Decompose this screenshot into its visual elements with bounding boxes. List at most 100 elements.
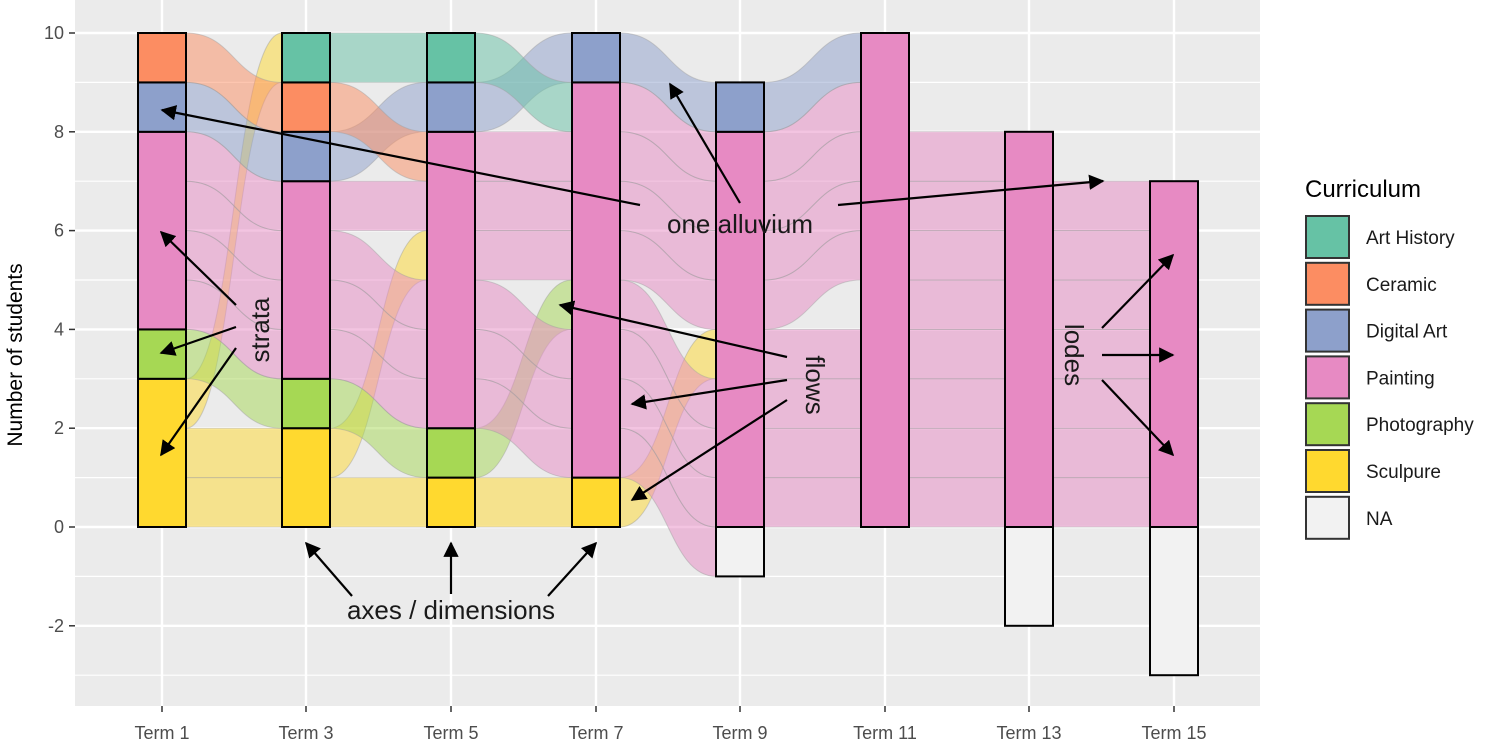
stratum-box [571, 81, 621, 479]
flow-band [1052, 279, 1151, 330]
flow-band [1052, 427, 1151, 479]
stratum-box [426, 81, 476, 133]
annotation-arrow [160, 347, 237, 457]
flow-band [908, 427, 1006, 479]
flow-band [185, 477, 283, 528]
flow-band [474, 131, 573, 182]
x-tick-label: Term 7 [568, 723, 623, 742]
annotation-arrow [630, 399, 788, 501]
flow-band [474, 230, 573, 281]
y-axis-title: Number of students [4, 263, 27, 446]
stratum-na-box [1149, 526, 1199, 677]
flow-band [1052, 477, 1151, 528]
flow-band [908, 131, 1006, 182]
annotation-arrow [159, 230, 237, 306]
stratum-box [715, 130, 765, 529]
legend-label: Ceramic [1366, 275, 1437, 296]
flow-band [329, 180, 428, 232]
y-tick-label: 2 [54, 418, 64, 438]
stratum-box [281, 180, 331, 380]
stratum-box [281, 81, 331, 133]
flow-band [908, 477, 1006, 528]
legend-swatch [1305, 355, 1350, 400]
flow-band [329, 477, 428, 528]
y-tick-label: 0 [54, 517, 64, 537]
flow-band [329, 32, 428, 83]
stratum-box [137, 32, 187, 84]
x-tick-label: Term 5 [423, 723, 478, 742]
flow-band [185, 427, 283, 479]
annotation-arrow [558, 300, 788, 359]
y-tick-label: 4 [54, 319, 64, 339]
legend-swatch [1305, 308, 1350, 353]
stratum-na-box [715, 526, 765, 578]
stratum-box [137, 328, 187, 380]
legend-swatch [1305, 495, 1350, 540]
annotation-arrow [1101, 379, 1175, 457]
annotation-arrow [160, 105, 641, 207]
annotation-label: axes / dimensions [347, 595, 555, 625]
annotation-arrow [837, 174, 1105, 207]
stratum-box [715, 81, 765, 133]
annotation-arrow [630, 378, 788, 410]
stratum-box [281, 130, 331, 183]
flow-band [908, 328, 1006, 380]
flow-band [763, 477, 862, 528]
legend-swatch [1305, 261, 1350, 306]
flow-band [908, 378, 1006, 429]
flows-layer [185, 32, 1151, 577]
stratum-box [1004, 130, 1054, 529]
y-tick-label: -2 [48, 616, 64, 636]
annotation-arrow [304, 541, 353, 597]
legend-label: Photography [1366, 415, 1474, 436]
legend-swatch [1305, 215, 1350, 259]
stratum-box [281, 427, 331, 529]
flow-band [474, 477, 573, 528]
annotation-arrow [1101, 253, 1175, 329]
stratum-box [426, 427, 476, 479]
x-tick-label: Term 13 [996, 723, 1061, 742]
stratum-box [137, 81, 187, 133]
flow-band [908, 230, 1006, 281]
y-tick-label: 8 [54, 122, 64, 142]
x-tick-label: Term 3 [278, 723, 333, 742]
x-tick-label: Term 11 [853, 723, 917, 742]
annotation-label: flows [800, 355, 830, 414]
legend-label: Sculpure [1366, 462, 1441, 483]
annotation-arrow [669, 82, 741, 204]
flow-band [1052, 230, 1151, 281]
stratum-na-box [1004, 526, 1054, 627]
stratum-box [860, 32, 910, 528]
annotation-arrow [159, 325, 237, 356]
flow-band [1052, 378, 1151, 429]
legend-label: Digital Art [1366, 322, 1448, 343]
flow-band [908, 279, 1006, 330]
legend-swatch [1305, 402, 1350, 447]
annotation-arrow [547, 541, 598, 597]
stratum-box [137, 130, 187, 331]
stratum-box [571, 32, 621, 84]
stratum-box [571, 476, 621, 529]
flow-band [1052, 180, 1151, 232]
x-tick-label: Term 9 [712, 723, 767, 742]
annotation-label: lodes [1059, 324, 1089, 386]
axes-layer: -2 0 2 4 6 8 10 Term 1 Term 3 Term 5 Term 7 Term 9 T… [4, 23, 1207, 742]
legend-title: Curriculum [1305, 176, 1421, 203]
stratum-box [426, 32, 476, 84]
legend-label: Painting [1366, 368, 1435, 389]
stratum-box [426, 476, 476, 529]
y-tick-label: 10 [44, 23, 64, 43]
legend-label: NA [1366, 509, 1393, 530]
annotations-layer: one alluvium strata flows lodes axes / dimen… [159, 82, 1175, 625]
y-tick-label: 6 [54, 221, 64, 241]
flow-band [908, 180, 1006, 232]
stratum-box [281, 32, 331, 84]
flow-band [763, 427, 862, 479]
stratum-box [281, 377, 331, 430]
legend: Curriculum Art History Ceramic Digital Art P… [1305, 176, 1474, 540]
x-tick-label: Term 1 [134, 723, 189, 742]
legend-swatch [1305, 449, 1350, 493]
stratum-box [426, 130, 476, 430]
